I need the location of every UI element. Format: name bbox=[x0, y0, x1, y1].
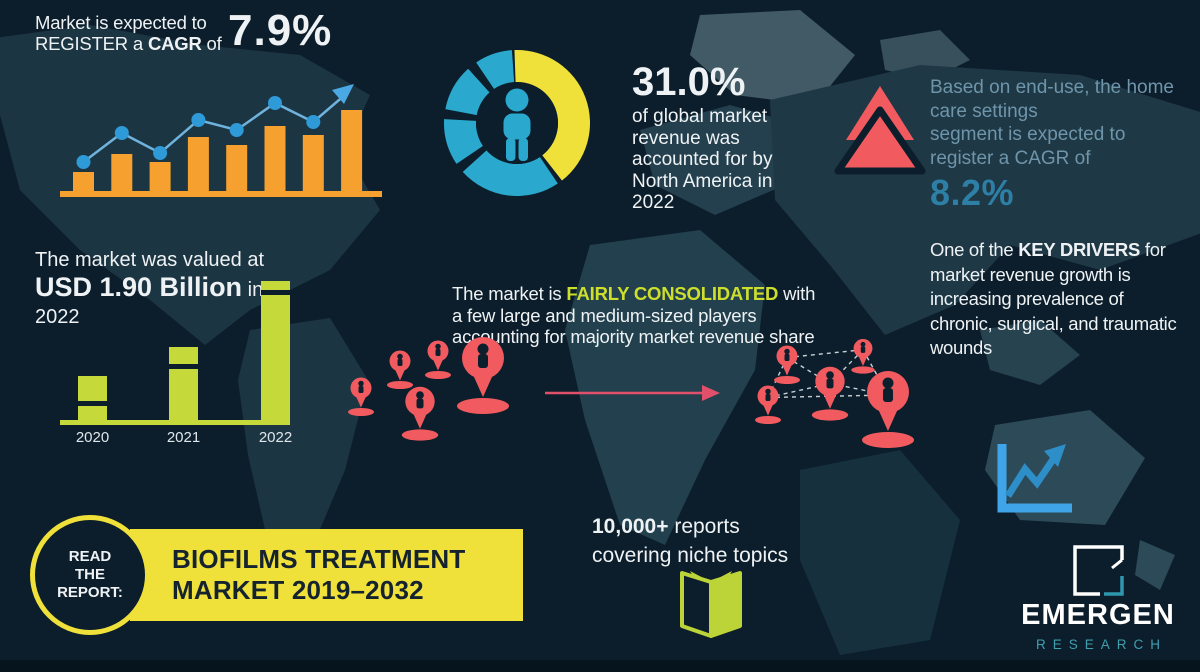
trend-dot bbox=[229, 123, 244, 137]
map-pin-icon bbox=[755, 385, 781, 424]
value-bar bbox=[169, 347, 198, 420]
north-america-share-donut bbox=[444, 50, 590, 196]
trend-dot bbox=[153, 146, 168, 160]
double-up-arrow-icon bbox=[834, 86, 926, 175]
map-pin-icon bbox=[457, 337, 509, 414]
report-title-banner[interactable]: BIOFILMS TREATMENT MARKET 2019–2032 bbox=[130, 529, 523, 621]
map-pin-icon bbox=[387, 350, 413, 389]
trend-dot bbox=[306, 115, 321, 129]
donut-segment bbox=[476, 50, 515, 90]
trend-bar bbox=[111, 154, 133, 191]
emergen-logo: EMERGEN RESEARCH bbox=[1003, 543, 1193, 652]
trend-bar bbox=[73, 172, 94, 191]
bottom-strip bbox=[0, 660, 1200, 672]
key-drivers-text: One of the KEY DRIVERS for market revenu… bbox=[930, 239, 1177, 358]
person-icon bbox=[503, 88, 531, 161]
donut-segment bbox=[444, 119, 484, 164]
trend-bar bbox=[226, 145, 248, 191]
cagr-trend-bar-chart bbox=[60, 84, 382, 197]
market-value-text: The market was valued at USD 1.90 Billio… bbox=[35, 249, 264, 328]
trend-bar bbox=[341, 110, 363, 191]
consolidation-arrow-icon bbox=[702, 385, 720, 401]
headline-line1: Market is expected to bbox=[35, 12, 207, 33]
logo-name: EMERGEN bbox=[1021, 599, 1175, 631]
donut-segment bbox=[445, 68, 490, 116]
donut-segment bbox=[514, 50, 590, 181]
cagr-headline-text: Market is expected to REGISTER a CAGR of bbox=[35, 12, 222, 54]
map-pin-icon bbox=[425, 340, 451, 379]
trend-bar bbox=[264, 126, 286, 191]
year-label: 2020 bbox=[76, 429, 109, 446]
cagr-value: 7.9% bbox=[228, 6, 333, 55]
trend-dot bbox=[268, 96, 282, 110]
logo-square-icon bbox=[1073, 545, 1124, 596]
headline-line2: REGISTER a CAGR of bbox=[35, 33, 222, 54]
reports-count-text: 10,000+ reports covering niche topics bbox=[592, 515, 789, 567]
map-pin-icon bbox=[348, 377, 374, 416]
report-title-line2: MARKET 2019–2032 bbox=[172, 575, 424, 605]
trend-dot bbox=[114, 126, 129, 140]
home-care-cagr-value: 8.2% bbox=[930, 172, 1015, 213]
network-link bbox=[786, 349, 864, 359]
consolidation-text: The market is FAIRLY CONSOLIDATED with a… bbox=[452, 283, 816, 347]
book-icon bbox=[680, 571, 742, 638]
year-label: 2022 bbox=[259, 429, 292, 446]
map-pin-icon bbox=[774, 345, 800, 384]
home-care-text: Based on end-use, the home care settings… bbox=[930, 77, 1175, 169]
trend-bar bbox=[187, 137, 209, 191]
consolidation-highlight: FAIRLY CONSOLIDATED bbox=[566, 283, 779, 304]
donut-segment bbox=[462, 150, 558, 196]
map-pin-icon bbox=[851, 338, 875, 374]
value-bar bbox=[261, 281, 290, 420]
cagr-headline: Market is expected to REGISTER a CAGR of bbox=[35, 12, 222, 54]
trend-arrow-icon bbox=[332, 84, 354, 104]
trend-bar bbox=[149, 162, 171, 191]
market-consolidation-illustration bbox=[348, 337, 914, 448]
north-america-share-value: 31.0% bbox=[632, 60, 746, 104]
trend-dot bbox=[191, 113, 206, 127]
north-america-share-caption: of global market revenue was accounted f… bbox=[632, 106, 773, 213]
logo-subtitle: RESEARCH bbox=[1035, 637, 1167, 652]
read-report-circle[interactable]: READ THE REPORT: bbox=[30, 515, 150, 635]
map-pin-icon bbox=[811, 366, 849, 421]
trend-dot bbox=[76, 155, 91, 169]
trend-bar bbox=[302, 135, 324, 191]
year-label: 2021 bbox=[167, 429, 200, 446]
value-bar bbox=[78, 376, 107, 420]
market-value-bar-chart: 2020 2021 2022 bbox=[60, 281, 292, 446]
report-title-line1: BIOFILMS TREATMENT bbox=[172, 544, 466, 574]
map-pin-icon bbox=[862, 371, 914, 448]
map-pin-icon bbox=[401, 386, 439, 441]
line-chart-icon bbox=[997, 444, 1072, 513]
